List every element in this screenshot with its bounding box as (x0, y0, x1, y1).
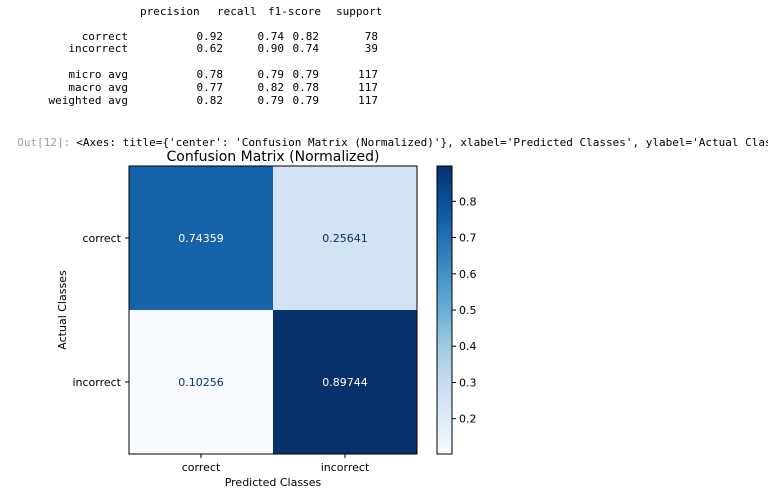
output-prompt: Out[12]: (17, 136, 71, 149)
heatmap-cell-label: 0.74359 (178, 232, 224, 245)
report-cell: 0.78 (196, 68, 224, 81)
report-cell: 117 (358, 94, 378, 107)
colorbar-tick-label: 0.7 (459, 232, 477, 245)
y-tick-label-correct: correct (82, 232, 121, 245)
report-cell: 0.79 (292, 68, 320, 81)
report-row-label: macro avg (68, 81, 128, 94)
chart-title: Confusion Matrix (Normalized) (167, 149, 380, 165)
report-cell: 0.82 (292, 30, 320, 43)
y-tick-label-incorrect: incorrect (72, 376, 121, 389)
report-cell: 0.78 (292, 81, 320, 94)
report-cell: 117 (358, 68, 378, 81)
heatmap-cell-label: 0.10256 (178, 376, 224, 389)
x-tick-label-incorrect: incorrect (321, 461, 370, 474)
heatmap-cell (273, 166, 417, 310)
x-tick-label-correct: correct (182, 461, 221, 474)
colorbar (436, 165, 453, 455)
report-cell: 117 (358, 81, 378, 94)
y-axis-label: Actual Classes (56, 270, 69, 350)
x-axis-label: Predicted Classes (225, 476, 322, 489)
report-row-label: weighted avg (48, 94, 128, 107)
report-header-recall: recall (217, 5, 257, 18)
colorbar-tick-label: 0.3 (459, 376, 477, 389)
report-row-label: micro avg (68, 68, 128, 81)
report-cell: 0.90 (257, 42, 285, 55)
report-cell: 78 (364, 30, 378, 43)
report-cell: 0.77 (196, 81, 224, 94)
report-cell: 0.82 (257, 81, 285, 94)
report-row-label: incorrect (68, 42, 128, 55)
colorbar-tick-label: 0.6 (459, 268, 477, 281)
heatmap-cell-label: 0.89744 (322, 376, 368, 389)
report-cell: 0.92 (196, 30, 224, 43)
report-header-precision: precision (140, 5, 200, 18)
report-header-support: support (336, 5, 383, 18)
report-row-label: correct (81, 30, 128, 43)
heatmap-cell-label: 0.25641 (322, 232, 368, 245)
report-cell: 0.79 (292, 94, 320, 107)
colorbar-tick-label: 0.2 (459, 413, 477, 426)
output-line: Out[12]: <Axes: title={'center': 'Confusi… (4, 123, 768, 149)
colorbar-tick-label: 0.4 (459, 340, 477, 353)
heatmap-cell (129, 310, 273, 454)
heatmap-cell (129, 166, 273, 310)
plot-frame (128, 165, 418, 455)
heatmap-cell (273, 310, 417, 454)
report-cell: 0.82 (196, 94, 224, 107)
report-cell: 0.62 (196, 42, 224, 55)
output-repr: <Axes: title={'center': 'Confusion Matri… (76, 136, 768, 149)
report-cell: 0.74 (257, 30, 285, 43)
colorbar-tick-label: 0.5 (459, 304, 477, 317)
classification-report: precision recall f1-score support correc… (0, 0, 768, 110)
report-cell: 0.74 (292, 42, 320, 55)
report-cell: 39 (364, 42, 378, 55)
report-cell: 0.79 (257, 94, 285, 107)
report-cell: 0.79 (257, 68, 285, 81)
report-header-f1-score: f1-score (268, 5, 321, 18)
colorbar-tick-label: 0.8 (459, 195, 477, 208)
